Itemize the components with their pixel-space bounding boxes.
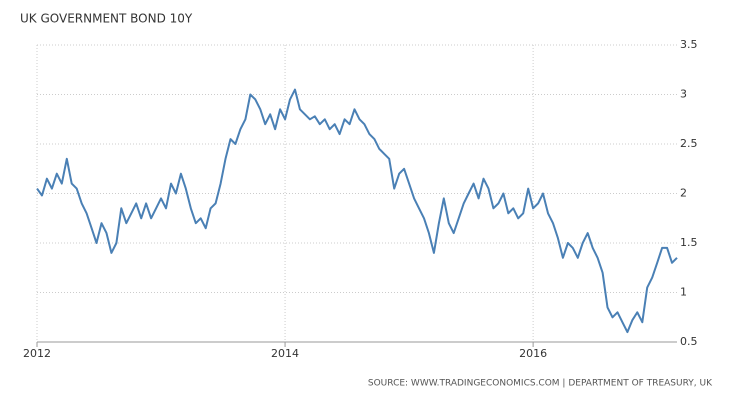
x-tick-label: 2012 <box>23 347 51 360</box>
y-tick-label: 1 <box>680 286 687 299</box>
x-tick-label: 2014 <box>271 347 299 360</box>
y-tick-label: 3.5 <box>680 38 698 51</box>
series-line <box>36 88 678 334</box>
y-tick-label: 2 <box>680 187 687 200</box>
y-tick-label: 3 <box>680 88 687 101</box>
y-tick-label: 1.5 <box>680 236 698 249</box>
source: SOURCE: WWW.TRADINGECONOMICS.COM | DEPAR… <box>368 379 713 389</box>
x-tick-label: 2016 <box>519 347 547 360</box>
y-tick-label: 2.5 <box>680 137 698 150</box>
y-tick-label: 0.5 <box>680 335 698 348</box>
chart-title: UK GOVERNMENT BOND 10Y <box>20 12 193 26</box>
